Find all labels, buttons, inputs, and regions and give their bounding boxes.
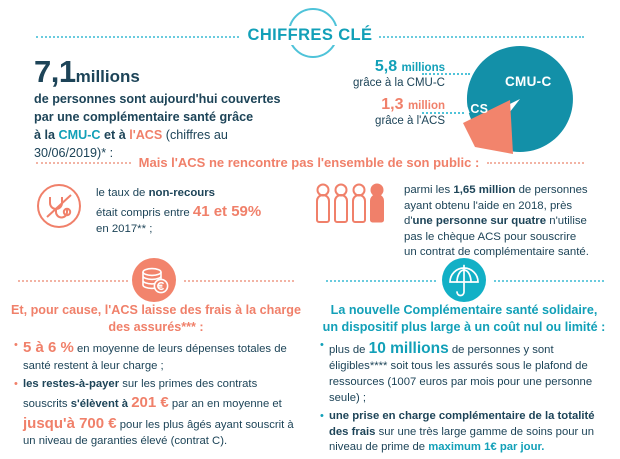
- pie-chart: CMU-C ACS: [455, 44, 590, 154]
- stethoscope-no-access-icon: [37, 184, 81, 228]
- hero-line-4: 30/06/2019)* :: [34, 145, 114, 160]
- hero-line-3-prefix: à la: [34, 127, 59, 142]
- s2r-line3-b: une personne sur quatre: [412, 215, 547, 227]
- s2r-line1-b: 1,65 million: [453, 184, 516, 196]
- section2-right-text: parmi les 1,65 million de personnes ayan…: [404, 183, 614, 261]
- s2l-line3: en 2017** ;: [96, 222, 153, 235]
- four-people-icon: [316, 183, 384, 223]
- s2r-line4: pas le chèque ACS pour souscrire: [404, 230, 577, 243]
- s3l-b1-p1: 5 à 6 %: [23, 339, 74, 356]
- hero-number: 7,1: [34, 54, 76, 89]
- pie-leader-acs: [422, 112, 464, 114]
- hero-subtext: de personnes sont aujourd'hui couvertes …: [34, 91, 334, 163]
- hero-line-3-suffix: (chiffres au: [162, 127, 228, 142]
- pie-legend-acs-number-row: 1,3 million: [330, 96, 445, 114]
- s3r-heading-line1: La nouvelle Complémentaire santé solidai…: [330, 303, 598, 317]
- s3l-b2-p4: 201 €: [131, 393, 169, 411]
- s3l-b2-p5: par an en moyenne et: [168, 397, 282, 410]
- s3r-b2-p1: une prise en charge complémentaire de la…: [329, 410, 595, 438]
- section2-dotted-line-left: [36, 162, 131, 164]
- s2l-line2-b: 41 et 59%: [192, 202, 262, 220]
- infographic-page: CHIFFRES CLÉ 7,1millions de personnes so…: [0, 0, 620, 439]
- pie-slice-acs-label: ACS: [461, 102, 489, 116]
- s3l-b2-p6: jusqu'à 700 €: [23, 414, 117, 432]
- s2r-line2: ayant obtenu l'aide en 2018, près: [404, 199, 573, 212]
- pie-legend-acs-number: 1,3: [381, 96, 404, 113]
- s2r-line3-a: d': [404, 215, 413, 227]
- pie-leader-cmuc: [422, 73, 470, 75]
- hero-headline: 7,1millions: [34, 56, 334, 87]
- s3r-b1-p3: de personnes y sont éligibles**** soit t…: [329, 344, 593, 404]
- s3l-b2-p3: s'élèvent à: [70, 397, 132, 410]
- pie-legend-acs: 1,3 million grâce à l'ACS: [330, 96, 445, 128]
- s2r-line3-c: n'utilise: [546, 215, 587, 227]
- hero-line-1: de personnes sont aujourd'hui couvertes: [34, 92, 281, 106]
- section3-left-bullets: 5 à 6 % en moyenne de leurs dépenses tot…: [14, 338, 298, 453]
- section3-right-dotted-line-left: [326, 280, 436, 282]
- pie-legend-cmuc-number: 5,8: [374, 58, 398, 75]
- s2l-line2-a: était compris entre: [96, 206, 193, 219]
- section3-left-dotted-line-left: [18, 280, 128, 282]
- s2l-line1-b: non-recours: [148, 187, 216, 199]
- section3-left-heading: Et, pour cause, l'ACS laisse des frais à…: [8, 302, 304, 336]
- hero-unit: millions: [75, 67, 140, 86]
- s3r-b1-p2: 10 millions: [368, 340, 449, 357]
- section2-dotted-line-right: [487, 162, 584, 164]
- pie-legend-cmuc-caption: grâce à la CMU-C: [352, 76, 445, 89]
- s3l-b2-p1: les restes-à-payer: [23, 378, 120, 391]
- list-item: plus de 10 millions de personnes y sont …: [320, 338, 610, 406]
- hero-cmuc-term: CMU-C: [58, 127, 101, 142]
- pie-legend-acs-unit: million: [407, 100, 445, 112]
- section2-left-text: le taux de non-recours était compris ent…: [96, 186, 286, 237]
- list-item: une prise en charge complémentaire de la…: [320, 409, 610, 456]
- section3-right-dotted-line-right: [494, 280, 604, 282]
- banner-dotted-line-right: [372, 36, 584, 38]
- section2-heading: Mais l'ACS ne rencontre pas l'ensemble d…: [138, 155, 480, 170]
- s2r-line1-c: de personnes: [515, 184, 588, 196]
- umbrella-icon: [442, 258, 486, 302]
- pie-chart-svg: [463, 46, 573, 154]
- hero-line-3-mid: et à: [100, 127, 130, 142]
- pie-slice-cmuc-label: CMU-C: [505, 74, 552, 89]
- hero-line-2: par une complémentaire santé grâce: [34, 109, 254, 124]
- pie-slice-acs: [463, 100, 513, 154]
- pie-legend-cmuc-unit: millions: [401, 62, 445, 74]
- s3r-b2-p3: maximum 1€ par jour.: [428, 441, 545, 454]
- s2r-line1-a: parmi les: [404, 184, 454, 196]
- s3r-b1-p1: plus de: [329, 344, 369, 356]
- list-item: 5 à 6 % en moyenne de leurs dépenses tot…: [14, 338, 298, 374]
- pie-legend-cmuc: 5,8 millions grâce à la CMU-C: [330, 58, 445, 90]
- s3l-b1-p2: en moyenne de leurs dépenses totales de …: [23, 343, 287, 372]
- section3-right-bullets: plus de 10 millions de personnes y sont …: [320, 338, 610, 459]
- hero-acs-term: l'ACS: [129, 127, 163, 142]
- s3l-heading-line2: des assurés*** :: [108, 320, 204, 334]
- hero-block: 7,1millions de personnes sont aujourd'hu…: [34, 56, 334, 163]
- s3l-b2-p2: sur les primes des contrats souscrits: [23, 378, 258, 410]
- section3-left-dotted-line-right: [184, 280, 294, 282]
- section3-right-heading: La nouvelle Complémentaire santé solidai…: [316, 302, 612, 336]
- s2r-line5: un contrat de complémentaire santé.: [404, 246, 589, 258]
- banner-dotted-line-left: [36, 36, 251, 38]
- s3l-heading-line1: Et, pour cause, l'ACS laisse des frais à…: [11, 303, 301, 317]
- banner-circle-decoration: [288, 8, 338, 58]
- pie-legend-cmuc-number-row: 5,8 millions: [330, 58, 445, 76]
- coins-euro-icon: [132, 258, 176, 302]
- s3r-heading-line2: un dispositif plus large à un coût nul o…: [322, 320, 606, 334]
- pie-legend-acs-caption: grâce à l'ACS: [375, 114, 445, 127]
- s2l-line1-a: le taux de: [96, 187, 149, 199]
